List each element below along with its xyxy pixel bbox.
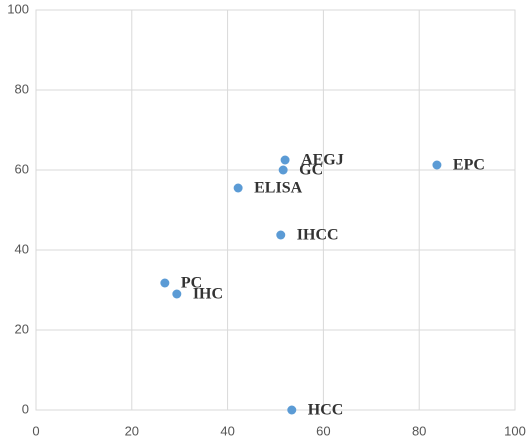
point: [432, 160, 442, 170]
point-label: EPC: [453, 157, 485, 174]
plot-border: [35, 9, 516, 411]
point: [280, 155, 290, 165]
x-tick-label: 60: [316, 423, 330, 438]
x-tick-label: 20: [125, 423, 139, 438]
point-label: GC: [299, 162, 323, 179]
y-tick-label: 80: [15, 81, 29, 96]
point: [160, 278, 170, 288]
x-tick-label: 0: [32, 423, 39, 438]
x-tick-label: 40: [220, 423, 234, 438]
y-tick-label: 40: [15, 241, 29, 256]
x-tick-label: 80: [412, 423, 426, 438]
point: [172, 289, 182, 299]
y-tick-label: 100: [7, 1, 29, 16]
point: [233, 183, 243, 193]
point-label: PC: [181, 275, 202, 292]
y-tick-label: 20: [15, 321, 29, 336]
x-tick-label: 100: [504, 423, 526, 438]
point: [276, 230, 286, 240]
point: [278, 165, 288, 175]
y-tick-label: 60: [15, 161, 29, 176]
point-label: HCC: [308, 402, 344, 419]
point-label: IHC: [193, 286, 223, 303]
point-label: ELISA: [254, 180, 302, 197]
point-label: AEGJ: [301, 152, 344, 169]
y-tick-label: 0: [22, 401, 29, 416]
point: [287, 405, 297, 415]
point-label: IHCC: [297, 227, 339, 244]
